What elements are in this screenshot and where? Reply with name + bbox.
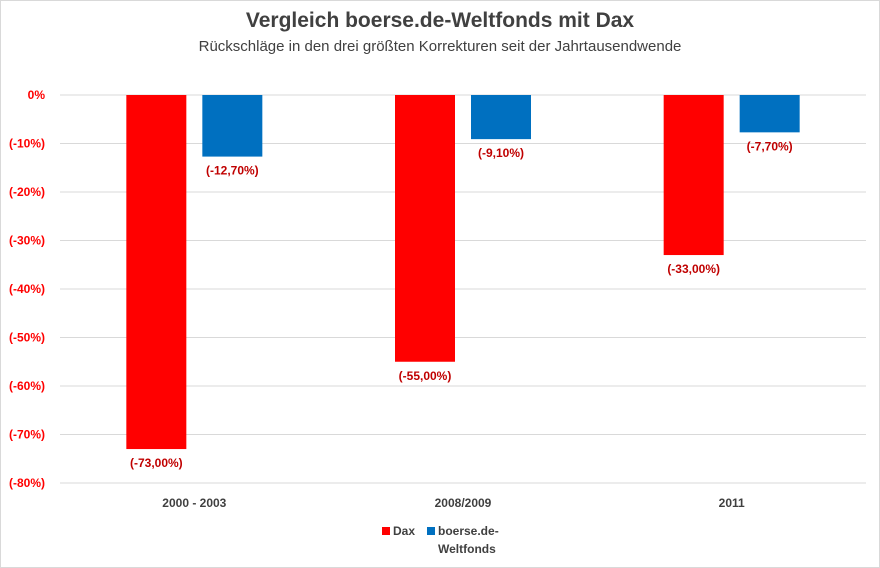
y-tick-label: (-10%): [9, 137, 45, 151]
y-tick-label: (-20%): [9, 185, 45, 199]
bar-weltfonds: [739, 95, 800, 133]
x-category-label: 2011: [719, 496, 745, 510]
data-label: (-33,00%): [667, 262, 720, 276]
y-tick-label: (-40%): [9, 282, 45, 296]
y-tick-label: (-50%): [9, 331, 45, 345]
y-tick-label: (-70%): [9, 428, 45, 442]
legend-label-weltfonds-line1: boerse.de-: [438, 524, 499, 538]
x-category-label: 2000 - 2003: [162, 496, 226, 510]
data-label: (-12,70%): [206, 164, 259, 178]
data-label: (-9,10%): [478, 146, 524, 160]
bar-weltfonds: [471, 95, 531, 140]
legend-label-weltfonds-line2: Weltfonds: [438, 542, 496, 556]
legend-label-dax: Dax: [393, 524, 416, 538]
y-tick-label: (-60%): [9, 379, 45, 393]
bar-dax: [395, 95, 455, 362]
y-tick-label: (-30%): [9, 234, 45, 248]
chart-title: Vergleich boerse.de-Weltfonds mit Dax: [245, 9, 635, 32]
bar-weltfonds: [202, 95, 263, 157]
bar-dax: [663, 95, 724, 256]
bar-dax: [126, 95, 187, 450]
legend-swatch-dax: [382, 527, 390, 535]
y-tick-label: (-80%): [9, 476, 45, 490]
x-category-label: 2008/2009: [435, 496, 492, 510]
y-tick-label: 0%: [28, 88, 46, 102]
data-label: (-7,70%): [747, 139, 793, 153]
chart-subtitle: Rückschläge in den drei größten Korrektu…: [198, 38, 682, 55]
legend-swatch-weltfonds: [427, 527, 435, 535]
data-label: (-55,00%): [399, 369, 452, 383]
data-label: (-73,00%): [130, 456, 183, 470]
